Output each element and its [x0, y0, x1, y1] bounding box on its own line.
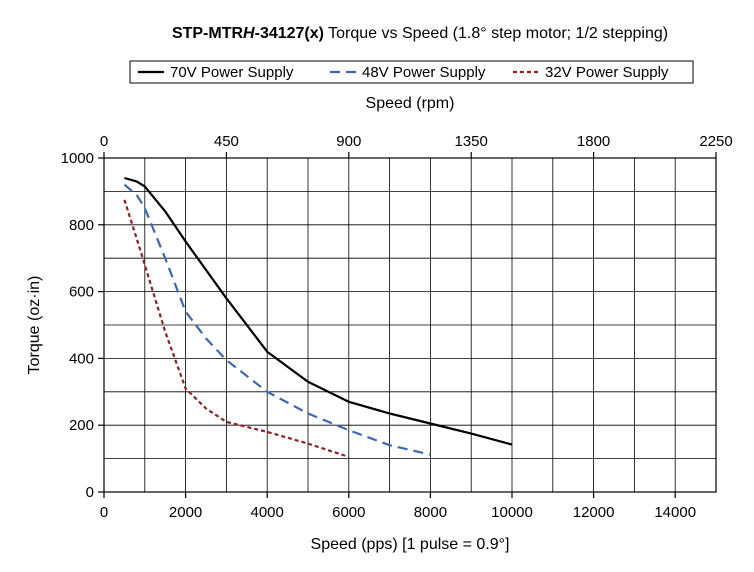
y-tick-label: 400: [69, 350, 94, 367]
plot-frame: [103, 157, 717, 493]
x2-tick-label: 1800: [577, 133, 610, 150]
title-model-italic: H: [243, 25, 255, 42]
x-axis-label: Speed (pps) [1 pulse = 0.9°]: [311, 536, 510, 553]
legend-box: [129, 60, 694, 84]
x-tick-label: 0: [100, 504, 108, 521]
x-tick-label: 6000: [332, 504, 365, 521]
x-tick-label: 8000: [414, 504, 447, 521]
series-line-2: [123, 183, 431, 456]
x2-tick-label: 2250: [699, 133, 732, 150]
legend: 70V Power Supply 48V Power Supply 32V Powe…: [129, 60, 694, 84]
legend-label-3: 32V Power Supply: [545, 64, 669, 81]
x-tick-label: 4000: [251, 504, 284, 521]
y-tick-label: 1000: [61, 150, 94, 167]
title-model-prefix: STP-MTR: [172, 25, 244, 42]
legend-label-1: 70V Power Supply: [170, 64, 294, 81]
x-tick-label: 2000: [169, 504, 202, 521]
series-line-1: [124, 176, 513, 446]
chart-title: STP-MTRH-34127(x) Torque vs Speed (1.8° …: [172, 25, 668, 42]
grid: [104, 158, 716, 492]
y-tick-label: 600: [69, 284, 94, 301]
x2-tick-label: 1350: [455, 133, 488, 150]
x2-tick-label: 900: [336, 133, 361, 150]
title-rest: Torque vs Speed (1.8° step motor; 1/2 st…: [324, 25, 668, 42]
y-tick-label: 800: [69, 217, 94, 234]
x-tick-label: 14000: [654, 504, 696, 521]
legend-label-2: 48V Power Supply: [362, 64, 486, 81]
series-group: [123, 176, 513, 458]
title-model-suffix: -34127(x): [255, 25, 324, 42]
x2-tick-label: 0: [100, 133, 108, 150]
x2-axis-label: Speed (rpm): [366, 95, 455, 112]
x-tick-label: 12000: [573, 504, 615, 521]
y-axis-label: Torque (oz·in): [26, 276, 43, 375]
y-tick-label: 0: [86, 484, 94, 501]
x2-tick-label: 450: [214, 133, 239, 150]
y-tick-label: 200: [69, 417, 94, 434]
axes: 0 2000 4000 6000 8000 10000 12000 1400002004006…: [61, 133, 733, 521]
x-tick-label: 10000: [491, 504, 533, 521]
series-line-3: [123, 199, 350, 458]
